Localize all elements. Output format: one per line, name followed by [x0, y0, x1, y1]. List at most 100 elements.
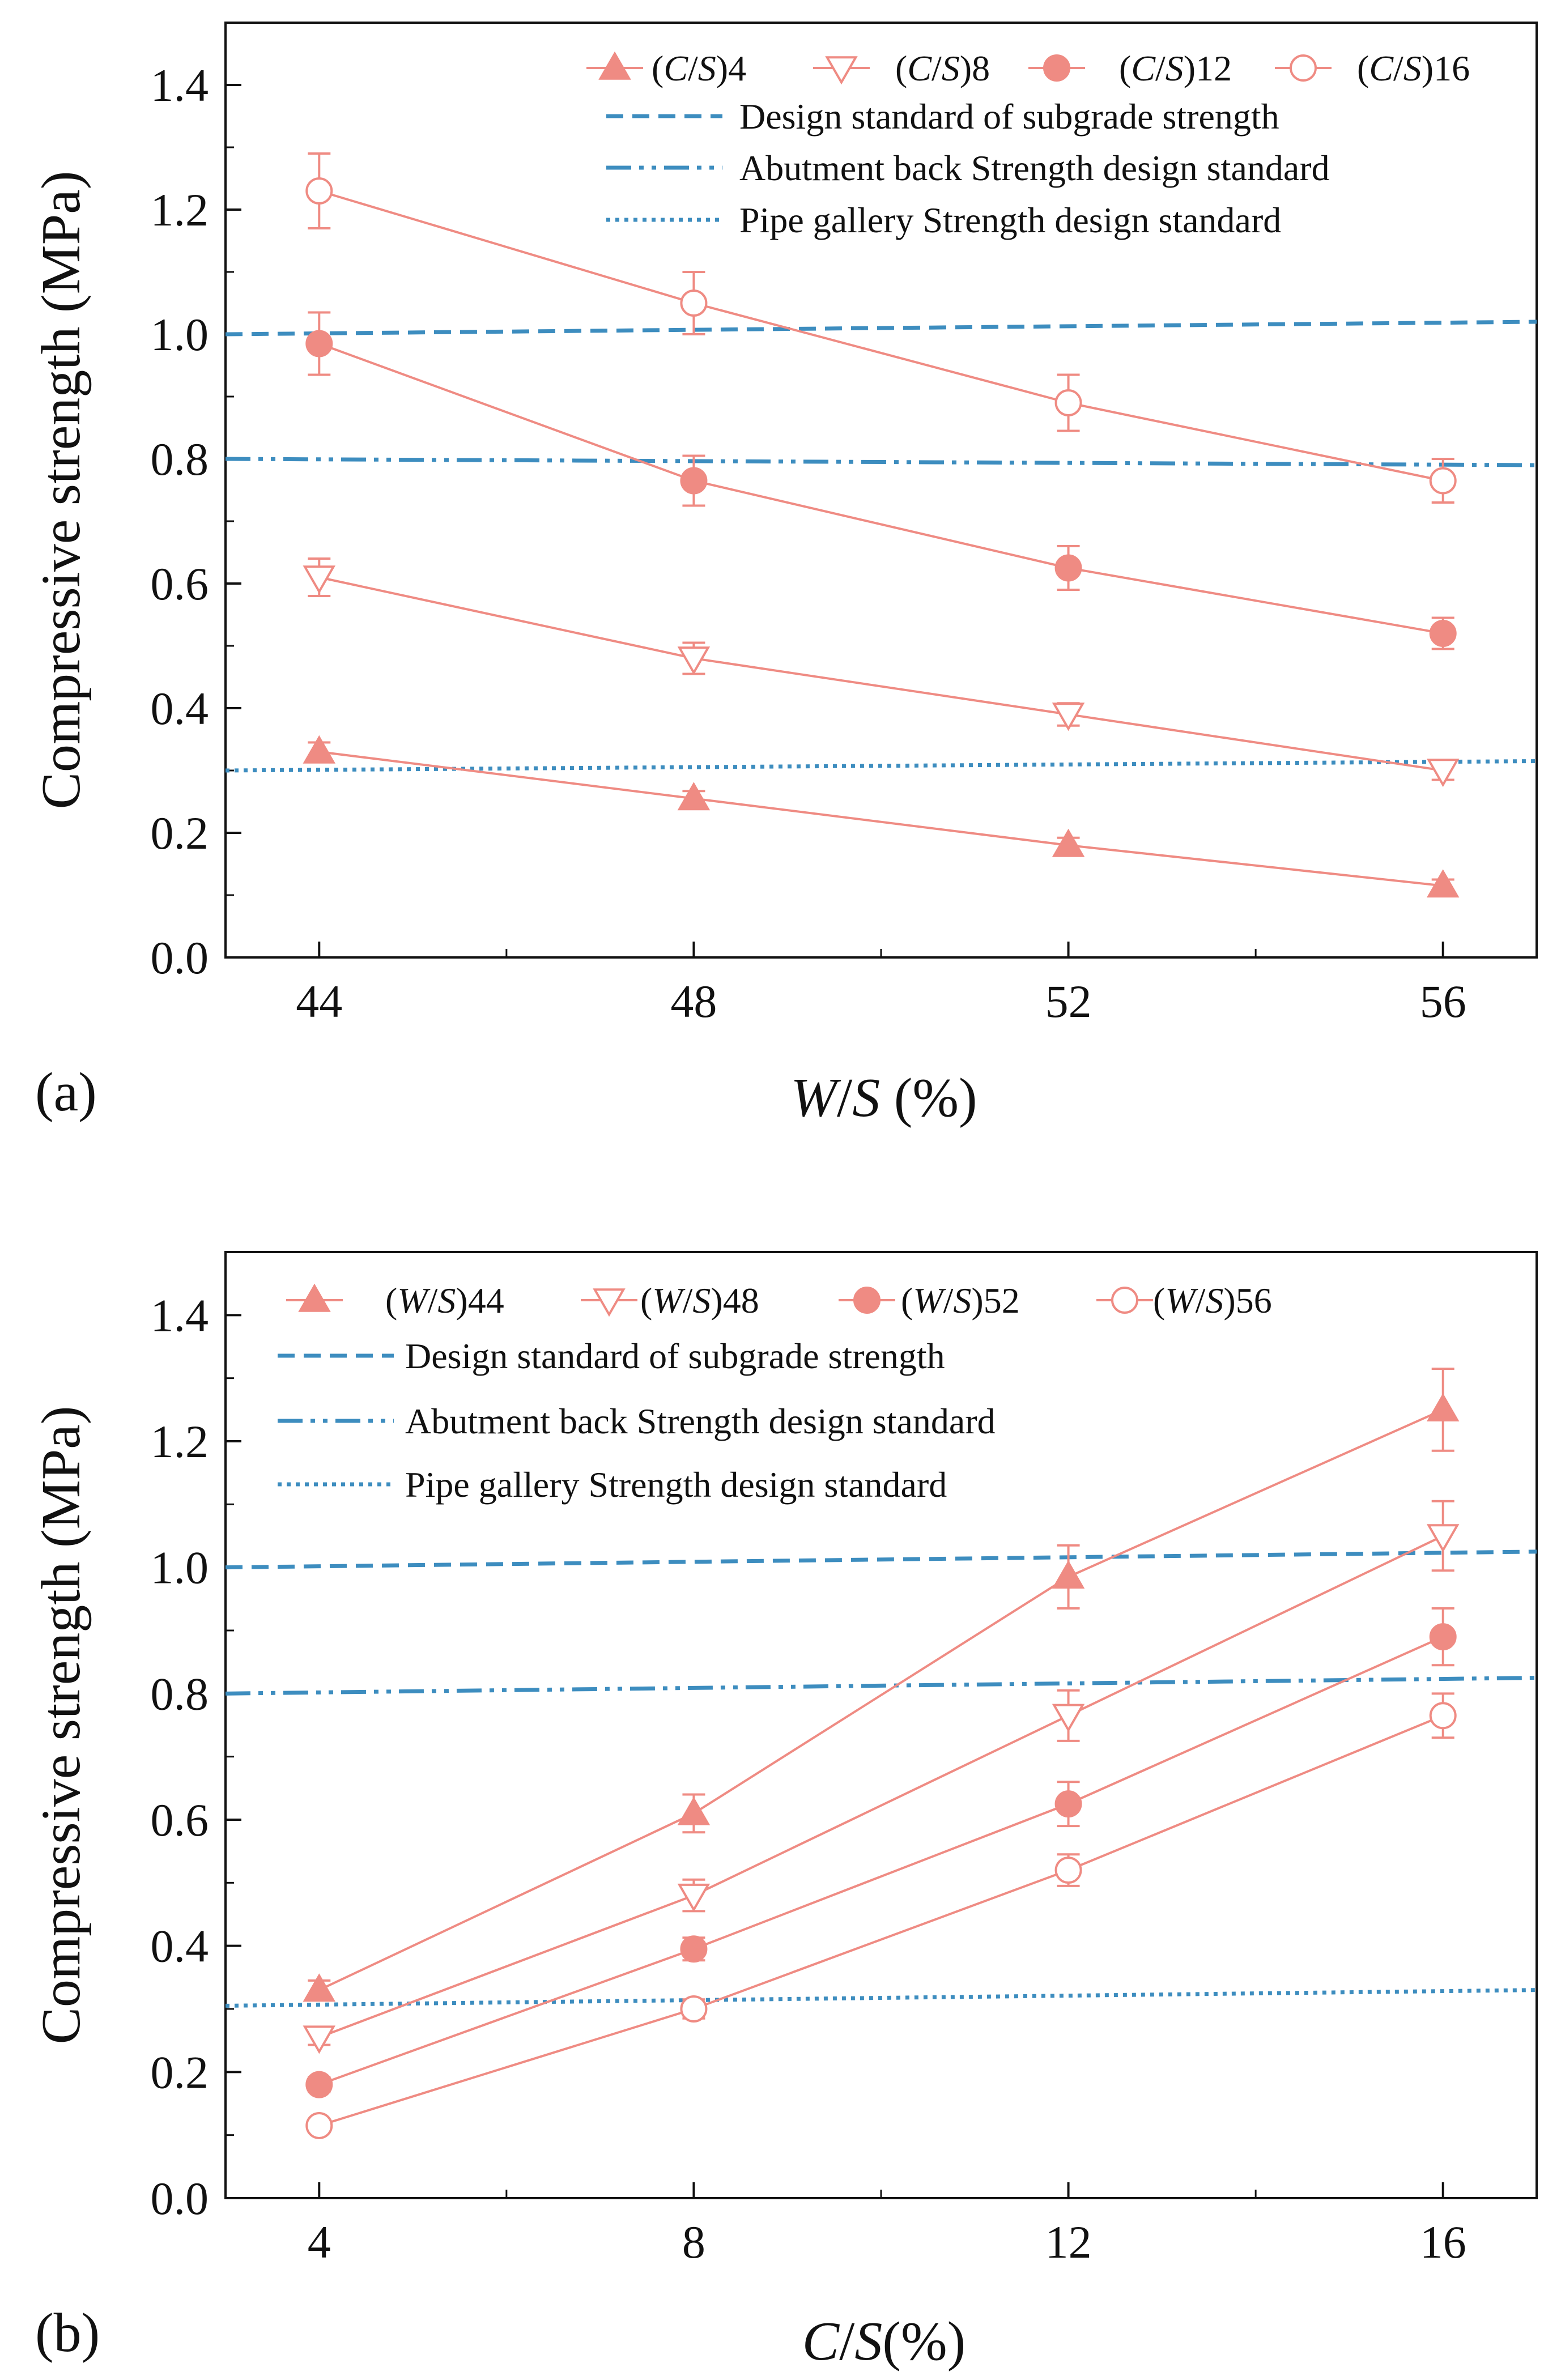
data-point: [677, 1796, 711, 1825]
legend-series-marker: [825, 56, 858, 85]
data-point: [303, 1973, 336, 2002]
data-point: [1052, 702, 1085, 731]
y-tick-label: 0.6: [151, 1794, 209, 1846]
data-point: [1429, 467, 1457, 495]
data-point: [1426, 759, 1460, 787]
series-line: [318, 1535, 1444, 2038]
legend-reference-label: Design standard of subgrade strength: [739, 96, 1279, 137]
y-tick-label: 1.4: [151, 59, 209, 111]
series-line: [319, 751, 1443, 887]
data-point: [677, 646, 711, 675]
series-ws52: [305, 1607, 1457, 2098]
x-tick-label: 48: [670, 976, 717, 1027]
data-point: [303, 2025, 336, 2054]
data-point: [1052, 1704, 1085, 1732]
y-tick-label: 0.6: [151, 558, 209, 610]
y-tick-label: 0.4: [151, 1921, 209, 1972]
legend-series-marker: [598, 51, 631, 80]
y-tick-label: 1.0: [151, 309, 209, 360]
reference-line-dash-dot-dot: [225, 457, 1537, 467]
data-point: [303, 735, 336, 764]
y-tick-label: 0.8: [151, 1668, 209, 1719]
panel-label: (b): [35, 2302, 100, 2364]
data-point: [305, 2111, 333, 2139]
legend-label: (C/S)12: [1119, 48, 1232, 88]
data-point: [1429, 1702, 1457, 1730]
reference-line-dotted: [225, 1988, 1537, 2008]
y-tick-label: 0.0: [151, 2173, 209, 2224]
legend-label: (W/S)48: [640, 1280, 759, 1321]
y-tick-label: 0.2: [151, 807, 209, 859]
legend-reference-label: Abutment back Strength design standard: [739, 148, 1330, 188]
legend-series-marker: [1043, 54, 1070, 82]
data-point: [305, 330, 333, 357]
series-line: [318, 1714, 1444, 2127]
y-tick-label: 0.8: [151, 433, 209, 485]
legend: (C/S)4 (C/S)8 (C/S)12 (C/S)16 Design standar…: [586, 48, 1470, 240]
data-point: [1054, 1790, 1082, 1818]
x-axis-title: W/S (%): [790, 1067, 977, 1129]
x-tick-label: 12: [1045, 2216, 1092, 2268]
x-tick-label: 44: [296, 976, 342, 1027]
legend-series-marker: [593, 1288, 626, 1317]
y-tick-label: 0.2: [151, 2046, 209, 2098]
series-line: [318, 190, 1444, 482]
series-cs4: [303, 735, 1460, 898]
legend: (W/S)44 (W/S)48 (W/S)52 (W/S)56 Design stand…: [278, 1280, 1272, 1505]
legend-reference-label: Pipe gallery Strength design standard: [405, 1464, 947, 1505]
series-line: [318, 576, 1444, 772]
x-tick-label: 52: [1045, 976, 1092, 1027]
legend-series-marker: [298, 1283, 331, 1312]
y-tick-label: 1.4: [151, 1289, 209, 1341]
chart-panel-a: 0.0 0.2 0.4 0.6 0.8 1.0 1.2 1.4 44 48 52 56 W/S (%) C…: [31, 22, 1538, 1129]
series-line: [318, 342, 1444, 635]
data-point: [1054, 389, 1082, 416]
x-tick-label: 56: [1420, 976, 1466, 1027]
reference-line-dotted: [225, 759, 1537, 773]
series-line: [318, 1408, 1444, 1991]
data-point: [1429, 620, 1457, 647]
series-line: [318, 1636, 1444, 2086]
data-point: [680, 1935, 708, 1963]
data-point: [1054, 554, 1082, 582]
legend-series-marker: [853, 1287, 881, 1314]
series-ws44: [303, 1367, 1460, 2002]
reference-line-dashed: [225, 320, 1537, 337]
data-point: [680, 1995, 708, 2023]
data-point: [1426, 869, 1460, 898]
x-tick-label: 4: [308, 2216, 331, 2268]
y-tick-label: 1.2: [151, 184, 209, 236]
x-tick-label: 8: [682, 2216, 705, 2268]
data-point: [680, 467, 708, 495]
data-point: [677, 1883, 711, 1912]
legend-label: (W/S)44: [385, 1280, 504, 1321]
y-tick-label: 1.0: [151, 1542, 209, 1594]
data-point: [1052, 828, 1085, 857]
series-cs16: [305, 152, 1457, 504]
reference-line-dashed: [225, 1549, 1537, 1570]
reference-line-dash-dot-dot: [225, 1676, 1537, 1696]
data-point: [1052, 1560, 1085, 1589]
y-tick-label: 0.0: [151, 932, 209, 983]
x-tick-label: 16: [1420, 2216, 1466, 2268]
data-point: [1426, 1524, 1460, 1553]
series-ws48: [303, 1500, 1460, 2054]
legend-reference-label: Abutment back Strength design standard: [405, 1401, 996, 1441]
data-point: [1429, 1623, 1457, 1651]
legend-series-marker: [1111, 1287, 1138, 1314]
legend-label: (W/S)52: [901, 1280, 1020, 1321]
series-cs8: [303, 557, 1460, 787]
y-tick-label: 1.2: [151, 1416, 209, 1467]
data-point: [677, 782, 711, 811]
legend-reference-label: Pipe gallery Strength design standard: [739, 200, 1281, 240]
legend-label: (C/S)4: [652, 48, 746, 88]
data-point: [305, 2071, 333, 2098]
panel-label: (a): [35, 1062, 97, 1123]
data-point: [303, 565, 336, 594]
legend-label: (C/S)8: [895, 48, 990, 88]
y-axis-title: Compressive strength (MPa): [31, 171, 92, 810]
data-point: [1426, 1393, 1460, 1422]
chart-panel-b: 0.0 0.2 0.4 0.6 0.8 1.0 1.2 1.4 4 8 12 16 C/S(%) Comp…: [31, 1251, 1538, 2372]
y-axis-title: Compressive strength (MPa): [31, 1406, 92, 2045]
